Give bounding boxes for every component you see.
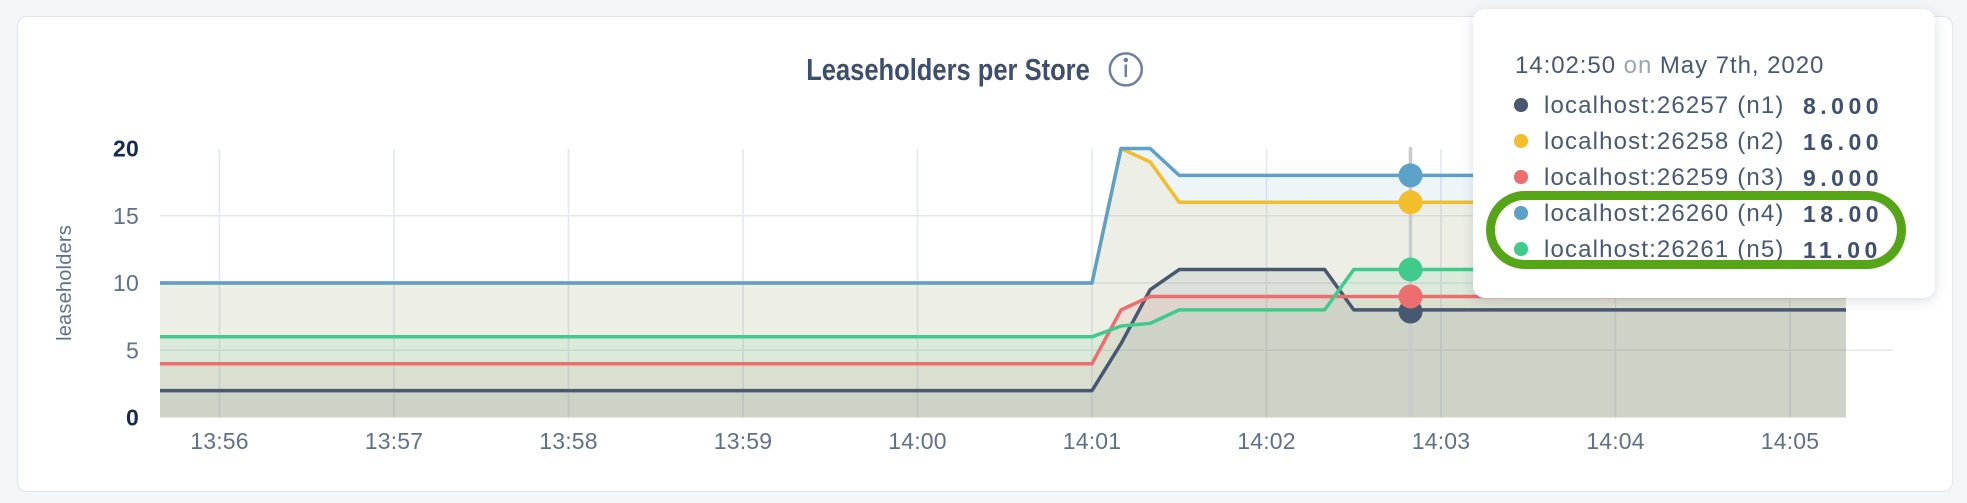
svg-text:14:05: 14:05 — [1761, 428, 1820, 454]
svg-text:14:01: 14:01 — [1063, 428, 1122, 454]
svg-text:15: 15 — [113, 203, 139, 229]
svg-text:14:00: 14:00 — [888, 428, 947, 454]
svg-text:5: 5 — [126, 337, 139, 363]
svg-text:13:56: 13:56 — [190, 428, 249, 454]
svg-text:13:59: 13:59 — [714, 428, 773, 454]
svg-text:13:58: 13:58 — [539, 428, 598, 454]
svg-text:14:02: 14:02 — [1237, 428, 1296, 454]
svg-text:10: 10 — [113, 270, 139, 296]
svg-text:20: 20 — [113, 136, 139, 162]
svg-text:14:04: 14:04 — [1586, 428, 1645, 454]
svg-text:leaseholders: leaseholders — [54, 225, 76, 341]
svg-text:13:57: 13:57 — [365, 428, 424, 454]
svg-text:14:03: 14:03 — [1412, 428, 1471, 454]
svg-text:0: 0 — [126, 405, 139, 431]
